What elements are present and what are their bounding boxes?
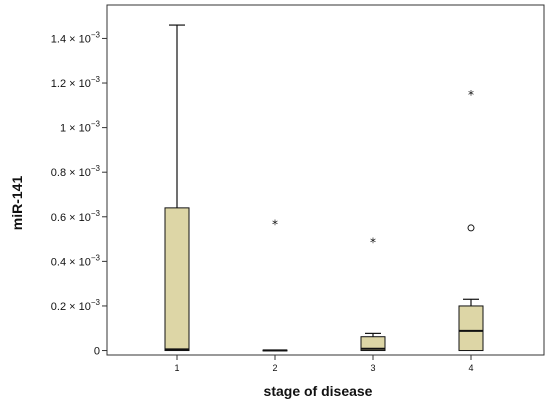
x-axis-title: stage of disease: [264, 383, 373, 399]
y-tick-label: 0.2 × 10−3: [51, 298, 101, 313]
outlier-star: *: [272, 217, 278, 231]
y-tick-label: 0.8 × 10−3: [51, 164, 101, 179]
y-tick-label: 1.4 × 10−3: [51, 30, 101, 45]
box-3: *: [360, 235, 386, 352]
y-axis: 0 0.2 × 10−3 0.4 × 10−3 0.6 × 10−3 0.8 × 10−…: [51, 30, 107, 358]
box-iqr: [360, 336, 386, 352]
box-iqr: [458, 305, 484, 352]
outlier-circle: [467, 224, 475, 232]
y-tick-label: 1.2 × 10−3: [51, 75, 101, 90]
outlier-star: *: [468, 88, 474, 102]
box-1: [164, 24, 190, 352]
y-tick-label: 0.4 × 10−3: [51, 253, 101, 268]
x-tick-label: 4: [468, 363, 473, 373]
y-tick-label: 0: [94, 346, 100, 358]
box-4: *: [458, 88, 484, 352]
x-tick-label: 1: [174, 363, 179, 373]
box-2: *: [262, 217, 288, 352]
y-axis-title: miR-141: [9, 176, 25, 231]
box-series: * * *: [164, 24, 484, 352]
x-tick-label: 2: [272, 363, 277, 373]
box-iqr: [164, 207, 190, 352]
x-tick-label: 3: [370, 363, 375, 373]
y-tick-label: 1 × 10−3: [60, 120, 101, 135]
x-axis: 1 2 3 4: [174, 355, 474, 373]
y-tick-label: 0.6 × 10−3: [51, 209, 101, 224]
outlier-star: *: [370, 235, 376, 249]
